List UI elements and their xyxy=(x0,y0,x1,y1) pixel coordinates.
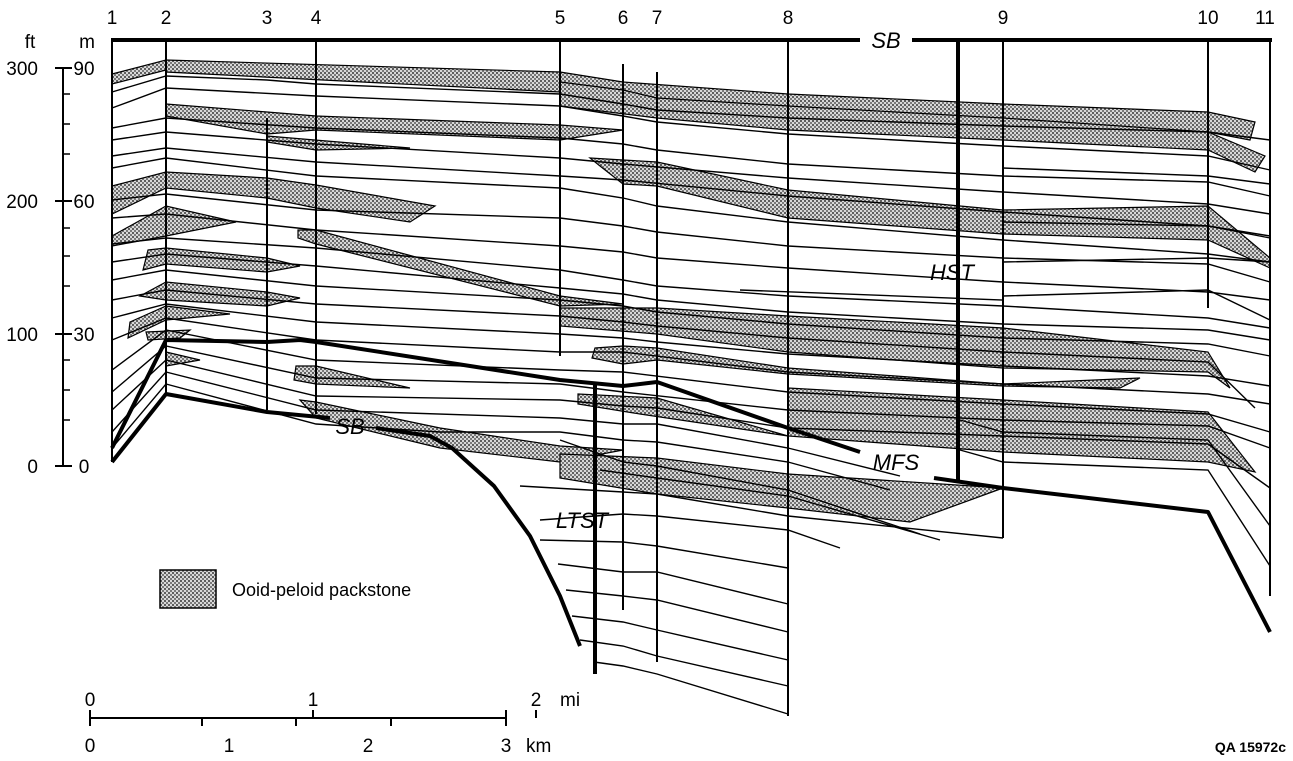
sb-base-line-mid xyxy=(375,426,582,647)
sb-base-line xyxy=(110,392,331,464)
mi-unit: mi xyxy=(560,690,580,711)
well-label-1: 1 xyxy=(107,8,118,29)
vertical-scale xyxy=(55,67,72,467)
m-tick-60: 60 xyxy=(73,192,94,213)
sb-top-label: SB xyxy=(871,28,900,53)
sb-base-label: SB xyxy=(335,414,364,439)
well-label-8: 8 xyxy=(783,8,794,29)
well-lines xyxy=(111,38,1271,716)
ft-tick-200: 200 xyxy=(6,192,38,213)
well-label-7: 7 xyxy=(652,8,663,29)
hst-label: HST xyxy=(930,260,976,285)
well-label-10: 10 xyxy=(1197,8,1218,29)
legend-label: Ooid-peloid packstone xyxy=(232,580,411,600)
ft-tick-0: 0 xyxy=(27,457,38,478)
legend: Ooid-peloid packstone xyxy=(159,569,411,609)
well-label-3: 3 xyxy=(262,8,273,29)
ft-tick-300: 300 xyxy=(6,59,38,80)
well-label-11: 11 xyxy=(1255,8,1275,29)
ltst-label: LTST xyxy=(556,508,610,533)
legend-swatch xyxy=(159,569,217,609)
km-unit: km xyxy=(526,736,551,757)
m-tick-30: 30 xyxy=(73,325,94,346)
ft-unit: ft xyxy=(25,32,36,53)
figure-id: QA 15972c xyxy=(1215,739,1286,755)
mfs-line xyxy=(110,338,861,454)
km-tick-1: 1 xyxy=(224,736,235,757)
mi-tick-2: 2 xyxy=(531,690,542,711)
well-labels: 1 2 3 4 5 6 7 8 9 10 11 xyxy=(107,8,1275,29)
well-label-5: 5 xyxy=(555,8,566,29)
m-unit: m xyxy=(79,32,95,53)
packstone-beds xyxy=(111,59,1271,523)
km-tick-3: 3 xyxy=(501,736,512,757)
scale-bar xyxy=(89,710,537,726)
mi-tick-1: 1 xyxy=(308,690,319,711)
m-tick-0: 0 xyxy=(79,457,90,478)
well-label-2: 2 xyxy=(161,8,172,29)
well-label-4: 4 xyxy=(311,8,322,29)
km-tick-2: 2 xyxy=(363,736,374,757)
key-surfaces xyxy=(110,38,1272,647)
well-label-9: 9 xyxy=(998,8,1009,29)
mfs-label: MFS xyxy=(873,450,920,475)
mi-tick-0: 0 xyxy=(85,690,96,711)
km-tick-0: 0 xyxy=(85,736,96,757)
m-tick-90: 90 xyxy=(73,59,94,80)
well-label-6: 6 xyxy=(618,8,629,29)
mfs-line-right xyxy=(933,476,1272,633)
ft-tick-100: 100 xyxy=(6,325,38,346)
